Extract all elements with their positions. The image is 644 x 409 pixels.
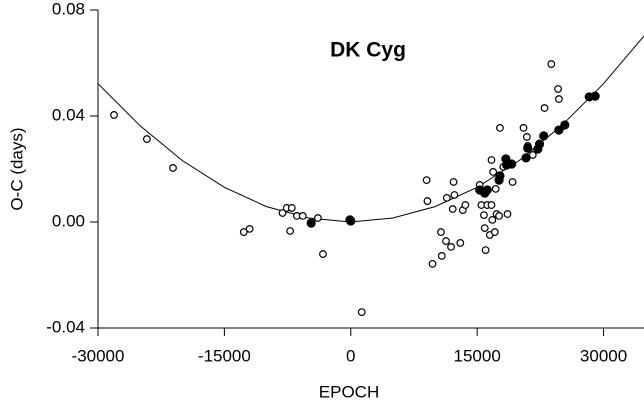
open-point (481, 246, 490, 254)
open-point (495, 212, 503, 220)
open-point (442, 237, 450, 245)
x-tick-label: -30000 (72, 346, 125, 365)
open-point (450, 191, 459, 199)
open-point (298, 212, 307, 220)
open-point (286, 227, 295, 235)
open-point (491, 184, 500, 193)
y-tick-label: 0.00 (52, 211, 85, 230)
filled-point (590, 91, 600, 101)
open-point (423, 197, 432, 205)
filled-point (534, 139, 545, 149)
open-point (522, 133, 531, 141)
y-tick-label: 0.04 (52, 105, 85, 124)
filled-point (523, 143, 533, 153)
open-point (357, 308, 366, 317)
filled-point (539, 131, 549, 141)
open-point (437, 228, 445, 236)
open-point (287, 204, 296, 212)
x-tick-label: -15000 (198, 346, 251, 365)
y-axis-label: O-C (days) (7, 127, 26, 210)
x-tick-label: 15000 (454, 346, 501, 365)
open-point (447, 243, 455, 251)
open-point (554, 85, 562, 93)
y-tick-label: -0.04 (46, 317, 85, 336)
fit-curve (98, 35, 644, 223)
open-point (449, 178, 458, 186)
open-point (540, 104, 549, 112)
open-point (278, 209, 287, 217)
open-point (489, 168, 498, 176)
open-point (448, 205, 457, 213)
x-tick-label: 0 (346, 346, 355, 365)
filled-point (345, 215, 355, 225)
open-point (487, 156, 496, 164)
open-point (508, 178, 517, 186)
filled-point (521, 153, 531, 163)
open-point (496, 124, 504, 132)
open-point (142, 135, 151, 143)
open-point (547, 60, 556, 68)
chart-title: DK Cyg (330, 39, 406, 62)
x-tick-label: 30000 (580, 346, 627, 365)
open-point (461, 201, 470, 209)
open-point (314, 214, 322, 222)
filled-point (507, 159, 517, 169)
open-point (456, 239, 465, 247)
filled-point (495, 171, 505, 181)
open-point (554, 95, 563, 103)
open-point (239, 228, 248, 236)
open-point (169, 164, 177, 172)
open-point (490, 228, 499, 236)
open-point (480, 224, 489, 232)
open-point (480, 211, 488, 220)
open-point (519, 124, 528, 132)
y-tick-label: 0.08 (52, 0, 85, 18)
open-point (437, 252, 446, 260)
open-point (428, 259, 437, 268)
open-point (245, 224, 254, 233)
open-point (319, 250, 327, 258)
filled-point (306, 218, 316, 228)
filled-point (560, 120, 570, 130)
filled-point (554, 125, 564, 135)
x-axis-label: EPOCH (319, 382, 379, 401)
filled-point (482, 185, 492, 195)
open-point (442, 193, 451, 202)
open-point (110, 111, 118, 119)
open-point (503, 210, 512, 218)
open-point (487, 201, 496, 209)
open-point (488, 215, 497, 224)
open-point (422, 176, 431, 185)
